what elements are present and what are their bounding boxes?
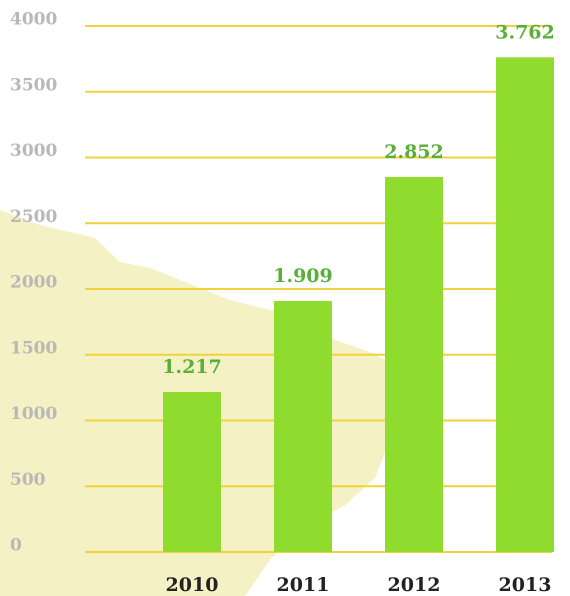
value-label: 1.909 xyxy=(273,265,333,287)
x-tick-label: 2011 xyxy=(277,574,330,596)
y-tick-label: 0 xyxy=(10,536,22,556)
y-tick-label: 1500 xyxy=(10,338,57,358)
value-label: 1.217 xyxy=(162,356,222,378)
y-tick-label: 2000 xyxy=(10,273,57,293)
x-tick-label: 2010 xyxy=(166,574,219,596)
y-tick-label: 2500 xyxy=(10,207,57,227)
bar xyxy=(163,391,221,552)
y-tick-label: 3000 xyxy=(10,141,57,161)
y-tick-label: 1000 xyxy=(10,404,57,424)
bar xyxy=(385,176,443,552)
y-tick-label: 3500 xyxy=(10,75,57,95)
y-tick-label: 4000 xyxy=(10,10,57,30)
value-label: 2.852 xyxy=(384,141,444,163)
bar xyxy=(274,300,332,552)
bar xyxy=(496,57,554,553)
value-label: 3.762 xyxy=(495,21,555,43)
x-tick-label: 2012 xyxy=(388,574,441,596)
y-tick-label: 500 xyxy=(10,470,46,490)
x-tick-label: 2013 xyxy=(499,574,552,596)
